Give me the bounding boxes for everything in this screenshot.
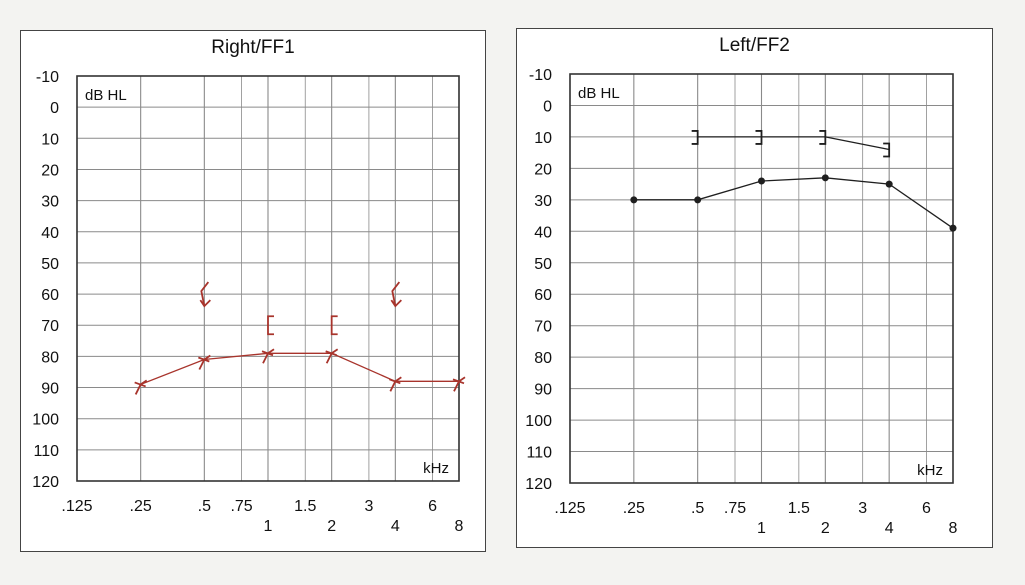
x-tick-label: 1 — [757, 520, 766, 537]
x-tick-label: 3 — [858, 500, 867, 517]
data-point-marker — [885, 180, 893, 188]
plot-frame — [569, 73, 954, 484]
y-tick-label: 60 — [41, 287, 59, 304]
y-tick-label: -10 — [529, 67, 552, 84]
x-tick-label: .5 — [198, 498, 211, 515]
y-tick-label: 110 — [526, 445, 552, 462]
y-tick-label: 80 — [534, 350, 552, 367]
y-tick-label: 90 — [41, 381, 59, 398]
data-point-marker — [949, 224, 957, 232]
data-point-marker — [198, 354, 211, 370]
x-tick-label: 6 — [922, 500, 931, 517]
y-tick-label: 20 — [41, 162, 59, 179]
y-tick-label: 100 — [32, 412, 59, 429]
bone-conduction-marker — [267, 315, 274, 336]
bone-conduction-marker — [330, 315, 338, 336]
x-tick-label: 1 — [264, 518, 273, 535]
y-axis-label: dB HL — [85, 87, 127, 104]
series-line — [140, 352, 459, 386]
y-tick-label: 40 — [41, 225, 59, 242]
y-tick-label: 110 — [33, 443, 59, 460]
data-point-marker — [325, 348, 339, 364]
x-tick-label: .5 — [691, 500, 704, 517]
x-tick-label: .125 — [61, 498, 92, 515]
y-tick-label: 70 — [534, 319, 552, 336]
chart-title: Left/FF2 — [719, 35, 790, 56]
series-line — [633, 177, 954, 229]
bone-conduction-marker — [883, 142, 891, 158]
y-tick-label: 120 — [525, 476, 552, 493]
x-tick-label: 2 — [327, 518, 336, 535]
x-tick-label: 8 — [949, 520, 958, 537]
data-point-marker — [389, 376, 402, 392]
data-point-marker — [821, 174, 829, 182]
x-tick-label: 4 — [391, 518, 400, 535]
bone-conduction-marker — [755, 130, 763, 145]
y-tick-label: 120 — [32, 474, 59, 491]
x-axis-label: kHz — [423, 460, 449, 477]
y-tick-label: 30 — [41, 194, 59, 211]
x-tick-label: .125 — [554, 500, 585, 517]
bone-conduction-marker — [819, 130, 827, 145]
grid — [569, 73, 954, 484]
data-point-marker — [630, 196, 638, 204]
x-tick-label: .75 — [230, 498, 252, 515]
x-tick-label: 4 — [885, 520, 894, 537]
y-tick-label: 70 — [41, 318, 59, 335]
y-tick-label: -10 — [36, 69, 59, 86]
data-point-marker — [452, 376, 466, 392]
audiogram-left-chart: -10 0 10 20 30 40 50 60 70 80 90 100 110 120.125 .25 .5… — [525, 67, 958, 537]
x-tick-label: 8 — [455, 518, 464, 535]
y-tick-label: 50 — [534, 256, 552, 273]
x-tick-label: .75 — [724, 500, 746, 517]
chart-title: Right/FF1 — [211, 37, 295, 58]
y-tick-label: 50 — [41, 256, 59, 273]
x-tick-label: 3 — [364, 498, 373, 515]
audiogram-right-panel: Right/FF1 -10 0 10 20 30 40 50 60 70 80 90 100 110 12… — [20, 30, 486, 552]
no-response-marker — [390, 281, 402, 308]
data-point-marker — [758, 177, 765, 185]
series-line — [697, 136, 890, 151]
x-tick-label: 2 — [821, 520, 830, 537]
x-tick-label: .25 — [623, 500, 645, 517]
data-point-marker — [134, 379, 148, 395]
y-tick-label: 10 — [41, 131, 59, 148]
data-point-marker — [261, 348, 275, 364]
audiogram-right-chart: -10 0 10 20 30 40 50 60 70 80 90 100 110 120.125 .25 .5… — [32, 69, 466, 535]
data-point-marker — [694, 196, 702, 204]
x-tick-label: .25 — [130, 498, 152, 515]
y-axis-label: dB HL — [578, 85, 620, 102]
y-tick-label: 80 — [41, 349, 59, 366]
y-tick-label: 100 — [525, 413, 552, 430]
y-tick-label: 40 — [534, 224, 552, 241]
x-tick-label: 1.5 — [788, 500, 810, 517]
x-tick-label: 1.5 — [294, 498, 316, 515]
bone-conduction-marker — [691, 130, 699, 145]
grid — [76, 75, 460, 482]
x-axis-label: kHz — [917, 462, 943, 479]
y-tick-label: 0 — [543, 98, 552, 115]
audiogram-left-panel: Left/FF2 -10 0 10 20 30 40 50 60 70 80 90 100 110 120… — [516, 28, 993, 548]
y-tick-label: 20 — [534, 161, 552, 178]
plot-frame — [76, 75, 460, 482]
no-response-marker — [199, 281, 211, 308]
y-tick-label: 0 — [50, 100, 59, 117]
y-tick-label: 90 — [534, 382, 552, 399]
y-tick-label: 10 — [534, 130, 552, 147]
y-tick-label: 30 — [534, 193, 552, 210]
x-tick-label: 6 — [428, 498, 437, 515]
y-tick-label: 60 — [534, 287, 552, 304]
